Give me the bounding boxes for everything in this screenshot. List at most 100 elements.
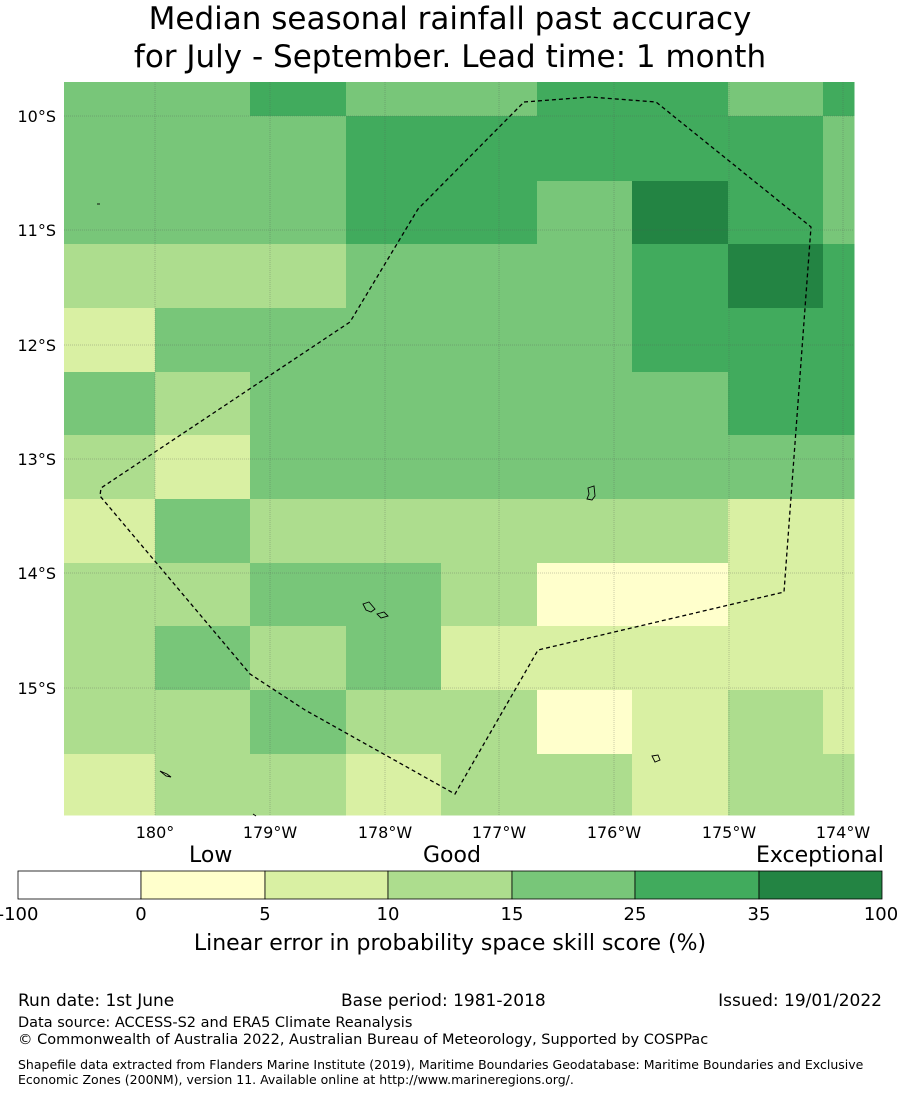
grid-cell [823, 82, 855, 117]
grid-cell [537, 435, 633, 500]
grid-cell [823, 116, 855, 182]
eez-boundary [99, 96, 812, 795]
grid-cell [728, 435, 824, 500]
grid-cell [537, 116, 633, 182]
copyright-notice: © Commonwealth of Australia 2022, Austra… [18, 1032, 709, 1048]
grid-cell [155, 244, 251, 309]
island-outline [651, 754, 661, 763]
grid-cell [632, 181, 729, 245]
grid-cell [632, 308, 729, 373]
grid-cell [632, 626, 729, 691]
grid-cell [823, 499, 855, 564]
grid-cell [823, 435, 855, 500]
grid-cell [64, 82, 156, 117]
grid-cell [632, 82, 729, 117]
grid-cell [250, 626, 347, 691]
colorbar-tick-label: 100 [864, 904, 898, 925]
grid-cell [537, 754, 633, 816]
colorbar-tick-label: 0 [135, 904, 146, 925]
grid-cell [155, 82, 251, 117]
colorbar-tick-label: 35 [748, 904, 771, 925]
grid-cell [632, 754, 729, 816]
grid-cell [823, 690, 855, 755]
grid-cell [250, 116, 347, 182]
grid-cell [64, 499, 156, 564]
colorbar-tick-label: -100 [0, 904, 38, 925]
grid-cell [346, 626, 442, 691]
colorbar-title: Linear error in probability space skill … [193, 931, 707, 956]
grid-cell [441, 690, 538, 755]
grid-cell [632, 499, 729, 564]
grid-cell [632, 563, 729, 627]
grid-cell [346, 435, 442, 500]
grid-cell [537, 626, 633, 691]
grid-cell [728, 499, 824, 564]
grid-cell [155, 754, 251, 816]
grid-cell [250, 563, 347, 627]
island-outline [376, 611, 389, 619]
map-title: Median seasonal rainfall past accuracy f… [0, 0, 900, 76]
colorbar-category-good: Good [423, 843, 481, 868]
grid-cell [155, 308, 251, 373]
grid-cell [441, 372, 538, 436]
grid-cell [346, 82, 442, 117]
grid-cell [64, 563, 156, 627]
grid-cell [537, 563, 633, 627]
grid-cell [155, 563, 251, 627]
lon-label: 180° [136, 823, 175, 842]
grid-cell [823, 563, 855, 627]
grid-cell [346, 308, 442, 373]
grid-cell [346, 181, 442, 245]
lon-label: 176°W [587, 823, 642, 842]
islands [97, 203, 661, 817]
grid-cell [346, 563, 442, 627]
colorbar-category-exceptional: Exceptional [756, 843, 884, 868]
longitude-labels: 180° 179°W 178°W 177°W 176°W 175°W 174°W [136, 823, 871, 842]
grid-cell [728, 82, 824, 117]
grid-cell [155, 499, 251, 564]
grid-cell [823, 372, 855, 436]
island-outline [586, 485, 596, 501]
grid-cell [155, 690, 251, 755]
colorbar-segment [511, 870, 636, 900]
map-figure: 10°S 11°S 12°S 13°S 14°S 15°S 180° 179°W… [0, 82, 898, 925]
colorbar-tick-label: 25 [624, 904, 647, 925]
grid-cell [441, 754, 538, 816]
colorbar [17, 870, 883, 900]
grid-cell [155, 372, 251, 436]
lat-label: 14°S [17, 564, 56, 583]
colorbar-segment [387, 870, 513, 900]
grid-cell [346, 244, 442, 309]
graticule [64, 82, 854, 815]
grid-cell [537, 690, 633, 755]
grid-cell [155, 116, 251, 182]
colorbar-segment [634, 870, 760, 900]
grid-cell [728, 116, 824, 182]
grid-cell [155, 435, 251, 500]
colorbar-category-low: Low [189, 843, 233, 868]
grid-cell [64, 181, 156, 245]
map-title-line-2: for July - September. Lead time: 1 month [133, 39, 767, 75]
lat-label: 12°S [17, 336, 56, 355]
grid-cell [250, 82, 347, 117]
grid-cell [250, 244, 347, 309]
grid-cell [441, 181, 538, 245]
grid-cell [537, 372, 633, 436]
data-source: Data source: ACCESS-S2 and ERA5 Climate … [18, 1015, 413, 1031]
grid-cell [728, 754, 824, 816]
grid-cell [728, 690, 824, 755]
grid-cell [155, 181, 251, 245]
skill-grid [64, 82, 855, 816]
grid-cell [64, 626, 156, 691]
grid-cell [728, 181, 824, 245]
grid-cell [64, 372, 156, 436]
colorbar-segment [17, 870, 142, 900]
lon-label: 175°W [702, 823, 757, 842]
lat-label: 11°S [17, 221, 56, 240]
grid-cell [441, 116, 538, 182]
grid-cell [823, 308, 855, 373]
colorbar-ticks: -100 0 5 10 15 25 35 100 [0, 904, 898, 925]
grid-cell [537, 499, 633, 564]
shapefile-credit: Shapefile data extracted from Flanders M… [18, 1057, 864, 1087]
grid-cell [441, 308, 538, 373]
